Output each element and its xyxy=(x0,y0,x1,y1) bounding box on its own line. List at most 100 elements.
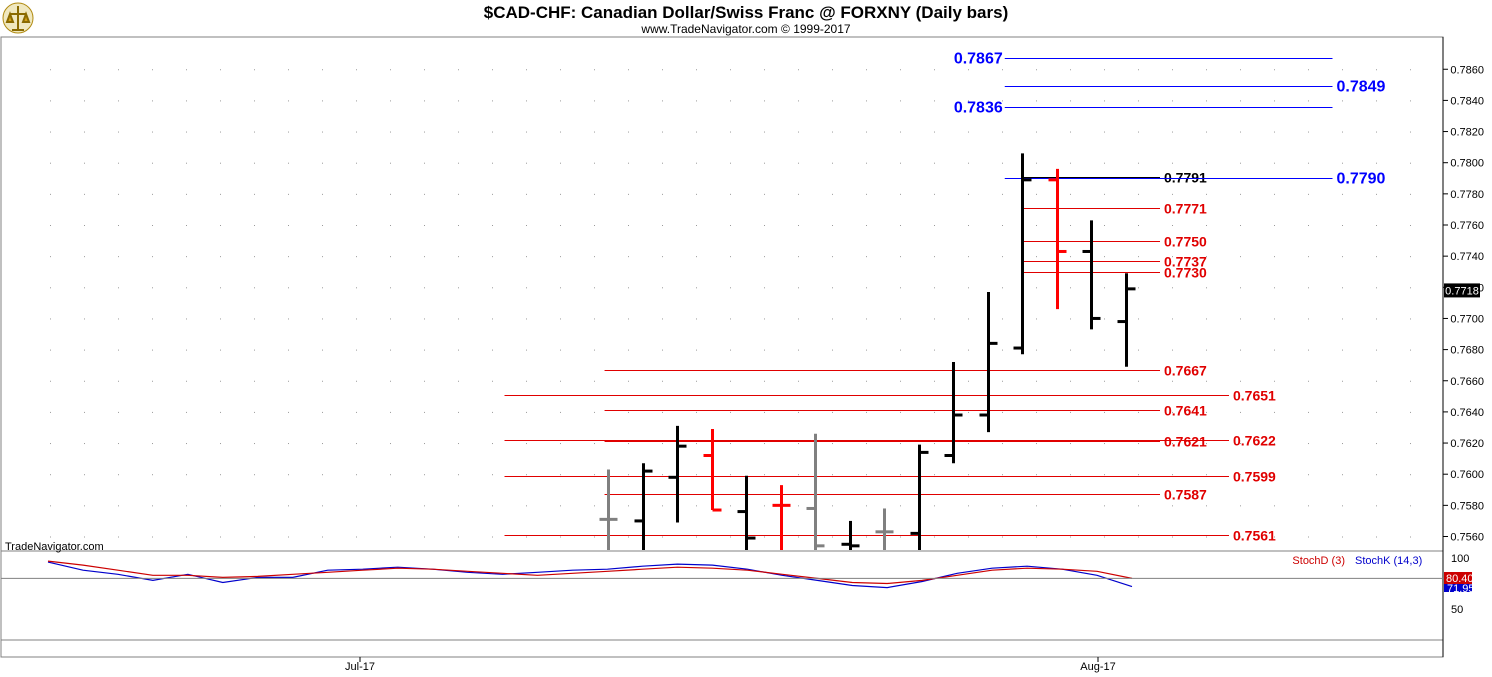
grid-dot xyxy=(1274,380,1275,382)
grid-dot xyxy=(764,131,765,133)
copyright-text: www.TradeNavigator.com © 1999-2017 xyxy=(640,22,850,36)
grid-dot xyxy=(1308,318,1309,320)
grid-dot xyxy=(866,411,867,413)
grid-dot xyxy=(1240,349,1241,351)
grid-dot xyxy=(492,474,493,476)
y-tick-label: 0.7640 xyxy=(1450,407,1484,419)
grid-dot xyxy=(1376,443,1377,445)
stoch-y-tick: 50 xyxy=(1451,604,1463,616)
grid-dot xyxy=(118,474,119,476)
grid-dot xyxy=(84,193,85,195)
grid-dot xyxy=(424,225,425,226)
grid-dot xyxy=(1308,162,1309,164)
grid-dot xyxy=(832,69,833,71)
grid-dot xyxy=(1206,69,1207,71)
grid-dot xyxy=(832,536,833,538)
grid-dot xyxy=(764,505,765,507)
grid-dot xyxy=(1342,443,1343,445)
stoch-d-value: 80.40 xyxy=(1446,573,1474,585)
grid-dot xyxy=(900,411,901,413)
grid-dot xyxy=(1104,349,1105,351)
grid-dot xyxy=(1138,100,1139,102)
grid-dot xyxy=(1410,380,1411,382)
grid-dot xyxy=(560,349,561,351)
grid-dot xyxy=(220,287,221,289)
grid-dot xyxy=(1342,69,1343,71)
grid-dot xyxy=(390,505,391,507)
grid-dot xyxy=(696,193,697,195)
grid-dot xyxy=(356,380,357,382)
ohlc-bar xyxy=(1048,168,1067,310)
grid-dot xyxy=(1308,69,1309,71)
grid-dot xyxy=(186,318,187,320)
grid-dot xyxy=(1104,318,1105,320)
grid-dot xyxy=(50,349,51,351)
grid-dot xyxy=(900,505,901,507)
grid-dot xyxy=(1410,69,1411,71)
grid-dot xyxy=(1036,287,1037,289)
grid-dot xyxy=(662,380,663,382)
grid-dot xyxy=(662,349,663,351)
grid-dot xyxy=(390,193,391,195)
grid-dot xyxy=(832,131,833,133)
grid-dot xyxy=(186,505,187,507)
grid-dot xyxy=(118,287,119,289)
grid-dot xyxy=(322,536,323,538)
grid-dot xyxy=(1172,225,1173,226)
grid-dot xyxy=(1138,411,1139,413)
grid-dot xyxy=(118,225,119,226)
grid-dot xyxy=(526,162,527,164)
grid-dot xyxy=(730,380,731,382)
grid-dot xyxy=(628,131,629,133)
grid-dot xyxy=(1274,162,1275,164)
grid-dot xyxy=(1070,193,1071,195)
grid-dot xyxy=(492,69,493,71)
grid-dot xyxy=(220,536,221,538)
grid-dot xyxy=(832,443,833,445)
grid-dot xyxy=(968,474,969,476)
grid-dot xyxy=(1036,380,1037,382)
last-price-label: 0.7718 xyxy=(1445,285,1479,297)
grid-dot xyxy=(594,162,595,164)
logo-icon xyxy=(2,2,34,34)
grid-dot xyxy=(1376,349,1377,351)
grid-dot xyxy=(424,100,425,102)
grid-dot xyxy=(322,193,323,195)
grid-dot xyxy=(424,256,425,258)
y-tick-label: 0.7680 xyxy=(1450,345,1484,357)
grid-dot xyxy=(220,256,221,258)
grid-dot xyxy=(458,411,459,413)
grid-dot xyxy=(968,380,969,382)
grid-dot xyxy=(1104,380,1105,382)
grid-dot xyxy=(424,69,425,71)
grid-dot xyxy=(1206,131,1207,133)
grid-dot xyxy=(1240,474,1241,476)
grid-dot xyxy=(458,256,459,258)
grid-dot xyxy=(1206,256,1207,258)
grid-dot xyxy=(764,162,765,164)
grid-dot xyxy=(1342,256,1343,258)
grid-dot xyxy=(1138,69,1139,71)
grid-dot xyxy=(390,349,391,351)
grid-dot xyxy=(628,349,629,351)
grid-dot xyxy=(832,411,833,413)
grid-dot xyxy=(798,349,799,351)
grid-dot xyxy=(1002,411,1003,413)
ohlc-bar xyxy=(910,444,929,550)
grid-dot xyxy=(50,193,51,195)
grid-dot xyxy=(900,256,901,258)
grid-dot xyxy=(152,318,153,320)
grid-dot xyxy=(254,536,255,538)
grid-dot xyxy=(1104,100,1105,102)
grid-dot xyxy=(220,380,221,382)
grid-dot xyxy=(50,318,51,320)
ohlc-bar xyxy=(737,475,756,550)
level-label: 0.7849 xyxy=(1337,79,1386,96)
grid-dot xyxy=(492,536,493,538)
grid-dot xyxy=(458,225,459,226)
grid-dot xyxy=(526,193,527,195)
grid-dot xyxy=(764,443,765,445)
grid-dot xyxy=(220,193,221,195)
level-label: 0.7730 xyxy=(1164,265,1207,281)
grid-dot xyxy=(254,380,255,382)
